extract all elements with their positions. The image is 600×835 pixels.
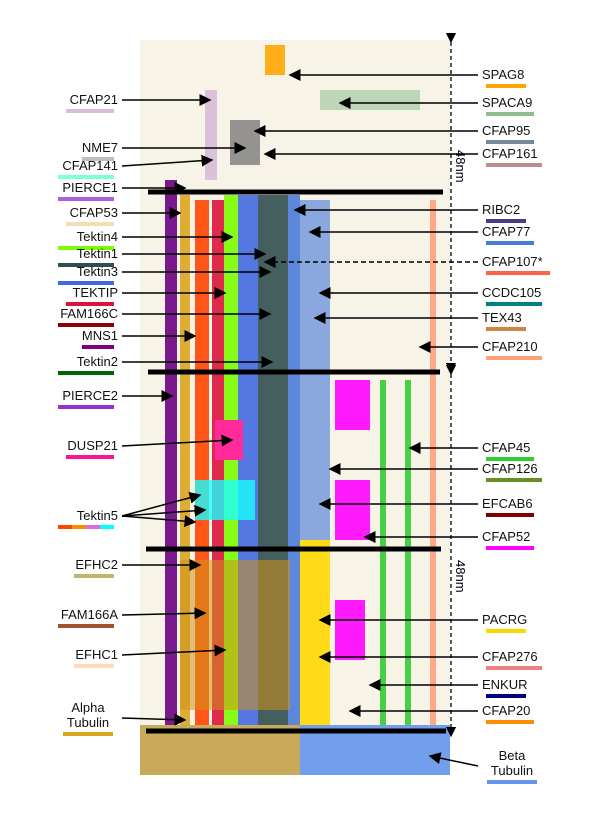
color-key-cfap77 (486, 241, 534, 245)
color-key-enkur (486, 694, 526, 698)
leader-arrow (121, 515, 197, 528)
color-key-cfap126 (486, 478, 542, 482)
leader-arrow (121, 713, 187, 726)
register-lines (146, 189, 446, 734)
label-dusp21: DUSP21 (67, 438, 118, 453)
label-efhc2: EFHC2 (75, 557, 118, 572)
color-key-fam166a (58, 624, 114, 628)
label-cfap45: CFAP45 (482, 440, 531, 455)
color-key-cfap210 (486, 356, 542, 360)
label-cfap95: CFAP95 (482, 123, 531, 138)
color-key-dusp21 (66, 455, 114, 459)
color-key-fam166c (58, 323, 114, 327)
label-cfap77: CFAP77 (482, 224, 531, 239)
color-key-efhc2 (74, 574, 114, 578)
label-fam166a: FAM166A (60, 607, 118, 622)
leader-arrow (121, 434, 234, 447)
label-alpha-tubulin: Alpha Tubulin (66, 700, 110, 730)
label-efcab6: EFCAB6 (482, 496, 533, 511)
label-nme7: NME7 (81, 140, 118, 155)
label-cfap210: CFAP210 (482, 339, 538, 354)
color-key-pierce2 (58, 405, 114, 409)
color-key-ribc2 (486, 219, 526, 223)
color-key-cfap161 (486, 163, 542, 167)
label-cfap107-: CFAP107* (482, 254, 543, 269)
label-cfap141: CFAP141 (62, 158, 118, 173)
color-key-tektin5 (58, 525, 114, 529)
color-key-cfap21 (66, 109, 114, 113)
left-leader-arrows (121, 94, 274, 726)
color-key-tektin4 (58, 246, 114, 250)
color-key-cfap45 (486, 457, 534, 461)
color-key-alpha-tubulin (63, 732, 113, 736)
color-key-cfap20 (486, 720, 534, 724)
color-key-cfap276 (486, 666, 542, 670)
label-tektin2: Tektin2 (76, 354, 118, 369)
color-key-efcab6 (486, 513, 534, 517)
leader-arrow (121, 504, 207, 517)
label-cfap20: CFAP20 (482, 703, 531, 718)
label-spag8: SPAG8 (482, 67, 525, 82)
color-key-pacrg (486, 629, 526, 633)
label-pacrg: PACRG (482, 612, 528, 627)
label-cfap52: CFAP52 (482, 529, 531, 544)
label-tektin5: Tektin5 (76, 508, 118, 523)
color-key-cfap95 (486, 140, 534, 144)
label-mns1: MNS1 (81, 328, 118, 343)
scale-label-bottom: 48nm (453, 560, 468, 593)
label-cfap21: CFAP21 (69, 92, 118, 107)
leader-arrow (121, 491, 202, 517)
color-key-cfap141 (58, 175, 114, 179)
label-cfap276: CFAP276 (482, 649, 538, 664)
label-tektin4: Tektin4 (76, 229, 118, 244)
label-ribc2: RIBC2 (482, 202, 521, 217)
label-tektin3: Tektin3 (76, 264, 118, 279)
color-key-pierce1 (58, 197, 114, 201)
label-pierce2: PIERCE2 (62, 388, 118, 403)
label-spaca9: SPACA9 (482, 95, 533, 110)
color-key-tektip (66, 302, 114, 306)
label-tex43: TEX43 (482, 310, 522, 325)
color-key-beta-tubulin (487, 780, 537, 784)
color-key-cfap107- (486, 271, 550, 275)
color-key-cfap53 (66, 222, 114, 226)
leader-arrow (121, 154, 214, 167)
color-key-tektin1 (58, 263, 114, 267)
color-key-tex43 (486, 327, 526, 331)
label-cfap161: CFAP161 (482, 146, 538, 161)
label-ccdc105: CCDC105 (482, 285, 542, 300)
label-enkur: ENKUR (482, 677, 528, 692)
color-key-spaca9 (486, 112, 534, 116)
leader-arrow (121, 607, 207, 620)
color-key-spag8 (486, 84, 526, 88)
color-key-ccdc105 (486, 302, 542, 306)
label-efhc1: EFHC1 (75, 647, 118, 662)
color-key-tektin3 (58, 281, 114, 285)
label-tektip: TEKTIP (72, 285, 118, 300)
right-leader-arrows (253, 69, 479, 767)
label-cfap126: CFAP126 (482, 461, 538, 476)
color-key-nme7 (82, 157, 114, 161)
label-cfap53: CFAP53 (69, 205, 118, 220)
color-key-efhc1 (74, 664, 114, 668)
leader-arrow (121, 644, 227, 657)
color-key-cfap52 (486, 546, 534, 550)
label-beta-tubulin: Beta Tubulin (490, 748, 534, 778)
label-pierce1: PIERCE1 (62, 180, 118, 195)
label-fam166c: FAM166C (60, 306, 118, 321)
leader-arrow (428, 752, 479, 767)
label-tektin1: Tektin1 (76, 246, 118, 261)
scale-label-top: 48nm (453, 150, 468, 183)
color-key-mns1 (82, 345, 114, 349)
color-key-tektin2 (58, 371, 114, 375)
